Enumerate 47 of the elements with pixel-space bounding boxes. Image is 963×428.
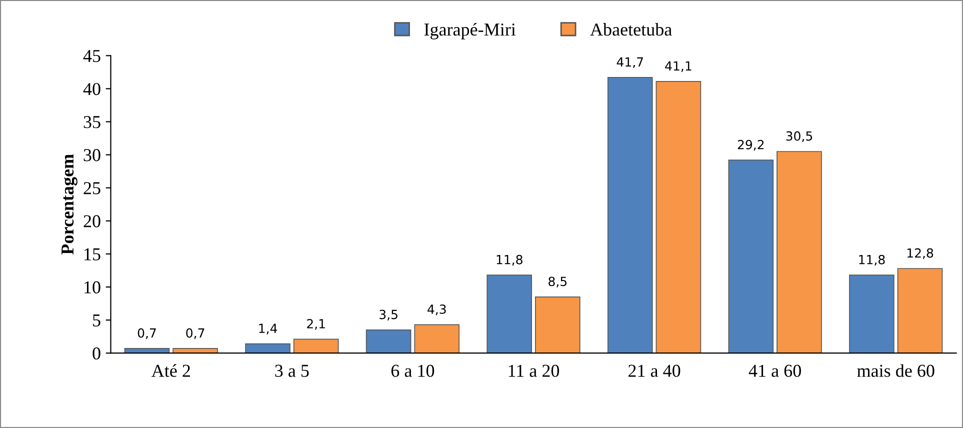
bar xyxy=(656,81,702,354)
data-label: 11,8 xyxy=(859,254,885,266)
data-label: 41,7 xyxy=(616,57,643,68)
legend-label: Abaetetuba xyxy=(590,22,672,36)
x-tick-label: 21 a 40 xyxy=(628,364,680,377)
bar xyxy=(535,296,580,354)
legend-label: Igarapé-Miri xyxy=(424,22,516,40)
y-tick-label: 35 xyxy=(84,116,100,128)
y-tick-label: 25 xyxy=(84,182,100,194)
data-label: 30,5 xyxy=(786,131,812,142)
y-tick-label: 5 xyxy=(93,314,100,326)
bar xyxy=(486,274,532,354)
x-tick-label: mais de 60 xyxy=(857,364,934,377)
data-label: 0,7 xyxy=(138,328,156,339)
data-label: 2,1 xyxy=(307,319,325,330)
bar xyxy=(776,151,822,354)
y-tick-label: 10 xyxy=(84,281,100,294)
y-tick-label: 15 xyxy=(84,248,100,260)
data-label: 0,7 xyxy=(186,328,204,339)
y-axis-title: Porcentagem xyxy=(62,154,78,255)
bar xyxy=(172,348,218,354)
bar xyxy=(293,338,339,354)
y-tick-label: 0 xyxy=(92,347,100,360)
data-label: 3,5 xyxy=(380,310,398,320)
bar xyxy=(849,274,894,354)
data-label: 4,3 xyxy=(428,304,446,316)
x-tick-label: Até 2 xyxy=(152,364,190,377)
x-tick-label: 11 a 20 xyxy=(508,364,560,377)
bar xyxy=(897,268,943,354)
data-label: 8,5 xyxy=(548,276,567,288)
bar xyxy=(607,77,653,354)
y-tick-label: 30 xyxy=(84,149,100,162)
data-label: 11,8 xyxy=(496,254,522,266)
data-label: 12,8 xyxy=(907,248,934,260)
bar xyxy=(366,330,412,354)
data-label: 41,1 xyxy=(665,61,692,72)
x-tick-label: 41 a 60 xyxy=(748,364,801,377)
data-label: 1,4 xyxy=(259,324,278,334)
bar xyxy=(728,160,774,354)
y-tick-label: 45 xyxy=(83,50,100,62)
x-tick-label: 6 a 10 xyxy=(391,364,434,377)
bar xyxy=(414,324,460,354)
y-tick-label: 40 xyxy=(83,82,100,96)
data-label: 29,2 xyxy=(738,140,764,151)
y-tick-label: 20 xyxy=(84,215,100,228)
bar xyxy=(245,343,290,354)
x-tick-label: 3 a 5 xyxy=(275,364,309,377)
